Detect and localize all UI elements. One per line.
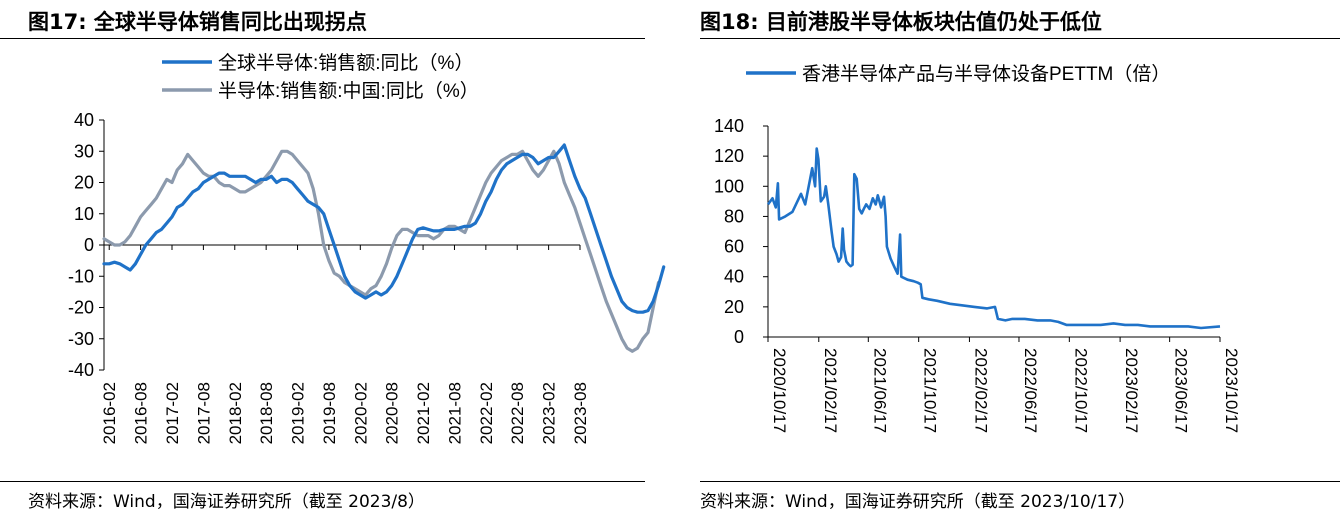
series-line-china bbox=[102, 149, 661, 353]
x-tick-label: 2023/02/17 bbox=[1122, 348, 1141, 433]
x-tick-label: 2022/10/17 bbox=[1071, 348, 1090, 433]
y-tick-label: -10 bbox=[68, 266, 94, 286]
y-tick-label: -20 bbox=[68, 298, 94, 318]
legend-label: 香港半导体产品与半导体设备PETTM（倍） bbox=[802, 63, 1170, 85]
figure-17-source-rule bbox=[0, 481, 645, 482]
y-tick-label: 40 bbox=[74, 110, 94, 130]
x-tick-label: 2017-02 bbox=[163, 382, 182, 444]
legend-label: 半导体:销售额:中国:同比（%） bbox=[218, 80, 479, 102]
y-tick-label: 40 bbox=[724, 267, 744, 287]
y-tick-label: 20 bbox=[74, 173, 94, 193]
y-tick-label: 80 bbox=[724, 206, 744, 226]
x-tick-label: 2023-02 bbox=[540, 382, 559, 444]
figure-18-source: 资料来源：Wind，国海证券研究所（截至 2023/10/17） bbox=[700, 492, 1136, 512]
x-tick-label: 2023/06/17 bbox=[1172, 348, 1191, 433]
x-tick-label: 2021/06/17 bbox=[870, 348, 889, 433]
figure-17-title-rule bbox=[0, 38, 645, 39]
series-line-pe bbox=[766, 147, 1221, 330]
x-tick-label: 2018-08 bbox=[257, 382, 276, 444]
y-tick-label: 0 bbox=[84, 235, 94, 255]
y-tick-label: 10 bbox=[74, 204, 94, 224]
y-tick-label: -40 bbox=[68, 360, 94, 380]
x-tick-label: 2023-08 bbox=[571, 382, 590, 444]
figure-17-title: 图17: 全球半导体销售同比出现拐点 bbox=[28, 10, 367, 34]
figure-18-title: 图18: 目前港股半导体板块估值仍处于低位 bbox=[700, 10, 1102, 34]
y-tick-label: 140 bbox=[714, 116, 744, 136]
series-line-global bbox=[102, 143, 666, 314]
x-tick-label: 2020/10/17 bbox=[770, 348, 789, 433]
x-tick-label: 2021/10/17 bbox=[921, 348, 940, 433]
y-tick-label: 30 bbox=[74, 141, 94, 161]
y-tick-label: 120 bbox=[714, 146, 744, 166]
figure-18-title-rule bbox=[700, 38, 1340, 39]
x-tick-label: 2022/02/17 bbox=[971, 348, 990, 433]
x-tick-label: 2020-02 bbox=[351, 382, 370, 444]
x-tick-label: 2019-08 bbox=[320, 382, 339, 444]
x-tick-label: 2021-02 bbox=[414, 382, 433, 444]
figure-18-source-rule bbox=[700, 481, 1340, 482]
y-tick-label: -30 bbox=[68, 329, 94, 349]
figure-17-panel: 图17: 全球半导体销售同比出现拐点 40 30 20 10 0 -10 -20 -30 -40… bbox=[0, 10, 666, 512]
x-tick-label: 2023/10/17 bbox=[1222, 348, 1241, 433]
y-tick-label: 20 bbox=[724, 297, 744, 317]
x-tick-label: 2022-08 bbox=[508, 382, 527, 444]
figure-18-chart: 140 120 100 80 60 40 20 0 2020/10/17 2021/02/17 20… bbox=[714, 63, 1241, 433]
x-tick-label: 2020-08 bbox=[383, 382, 402, 444]
x-tick-label: 2016-02 bbox=[100, 382, 119, 444]
x-tick-label: 2016-08 bbox=[132, 382, 151, 444]
y-tick-label: 60 bbox=[724, 237, 744, 257]
x-tick-label: 2021-08 bbox=[445, 382, 464, 444]
x-tick-label: 2022-02 bbox=[477, 382, 496, 444]
x-tick-label: 2021/02/17 bbox=[821, 348, 840, 433]
figure-17-source: 资料来源：Wind，国海证券研究所（截至 2023/8） bbox=[28, 492, 425, 512]
figure-18-panel: 图18: 目前港股半导体板块估值仍处于低位 140 120 100 80 60 40 20 0… bbox=[700, 0, 1340, 521]
legend-label: 全球半导体:销售额:同比（%） bbox=[218, 52, 473, 74]
x-tick-label: 2018-02 bbox=[226, 382, 245, 444]
x-tick-label: 2019-02 bbox=[289, 382, 308, 444]
y-tick-label: 100 bbox=[714, 176, 744, 196]
x-tick-label: 2022/06/17 bbox=[1021, 348, 1040, 433]
figure-17-chart: 40 30 20 10 0 -10 -20 -30 -40 2016-02 2016-08 2017-… bbox=[68, 52, 666, 444]
y-tick-label: 0 bbox=[734, 327, 744, 347]
x-tick-label: 2017-08 bbox=[194, 382, 213, 444]
